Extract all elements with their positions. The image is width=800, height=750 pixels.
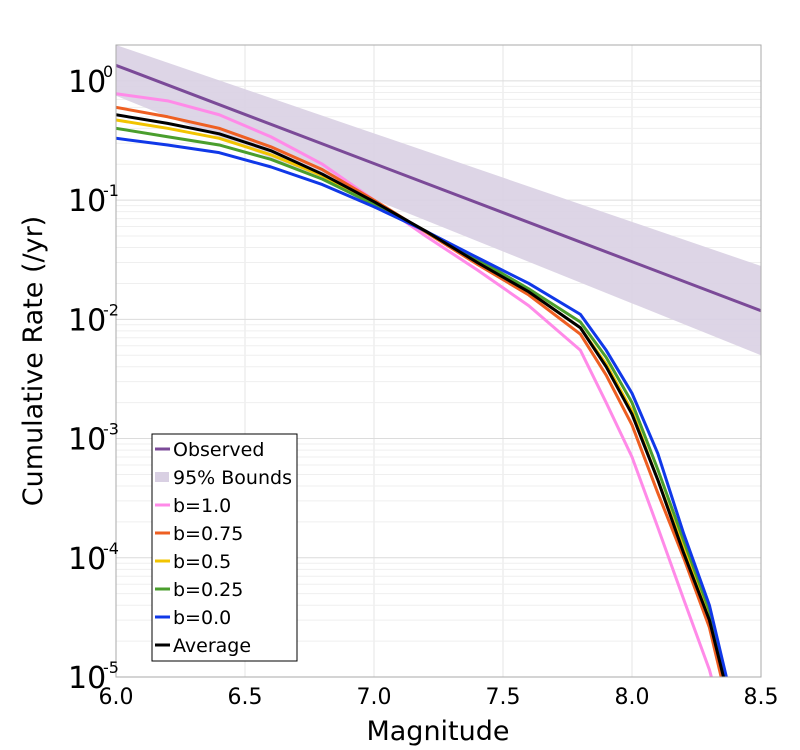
series-layer <box>116 63 761 677</box>
legend-box <box>151 433 298 662</box>
y-tick-label-4: 10-4 <box>68 539 119 577</box>
y-tick-exponent: 0 <box>103 62 113 81</box>
legend-label-average: Average <box>173 635 251 657</box>
legend-label-b-1-0: b=1.0 <box>173 495 231 517</box>
x-axis: 6.0 6.5 7.0 7.5 8.0 8.5 <box>99 685 779 710</box>
plot-frame <box>115 44 762 678</box>
y-tick-exponent: -2 <box>103 300 119 319</box>
x-axis-title: Magnitude <box>366 716 509 747</box>
x-tick-label-1: 6.5 <box>228 685 263 710</box>
y-tick-base: 10 <box>68 184 106 219</box>
band-95-bounds <box>116 45 761 356</box>
y-tick-label-3: 10-3 <box>68 420 119 458</box>
band-layer <box>116 45 761 356</box>
legend: Observed 95% Bounds b=1.0 b=0.75 b=0.5 b=0.25… <box>151 433 298 662</box>
x-tick-label-5: 8.5 <box>744 685 779 710</box>
y-tick-label-2: 10-2 <box>68 300 119 338</box>
y-tick-exponent: -5 <box>103 658 119 677</box>
y-tick-base: 10 <box>68 423 106 458</box>
y-tick-base: 10 <box>68 661 106 696</box>
y-tick-base: 10 <box>68 303 106 338</box>
legend-label-b-0-0: b=0.0 <box>173 607 231 629</box>
y-tick-label-0: 100 <box>68 62 113 100</box>
legend-swatch-95-bounds <box>155 472 169 482</box>
series-line-b-1-0 <box>116 92 713 677</box>
x-tick-label-2: 7.0 <box>357 685 392 710</box>
series-line-b-0-25 <box>116 126 727 677</box>
x-tick-label-3: 7.5 <box>486 685 521 710</box>
legend-label-observed: Observed <box>173 439 264 461</box>
y-tick-base: 10 <box>68 542 106 577</box>
legend-label-b-0-5: b=0.5 <box>173 551 231 573</box>
y-tick-label-5: 10-5 <box>68 658 119 696</box>
legend-label-b-0-75: b=0.75 <box>173 523 243 545</box>
series-line-b-0-75 <box>116 105 723 677</box>
x-tick-label-4: 8.0 <box>615 685 650 710</box>
y-tick-base: 10 <box>68 65 106 100</box>
y-tick-exponent: -3 <box>103 420 119 439</box>
legend-label-b-0-25: b=0.25 <box>173 579 243 601</box>
series-line-b-0-0 <box>116 136 728 677</box>
y-tick-label-1: 10-1 <box>68 181 119 219</box>
series-line-average <box>116 113 726 677</box>
x-tick-label-0: 6.0 <box>99 685 134 710</box>
y-axis-title: Cumulative Rate (/yr) <box>18 216 49 506</box>
series-line-observed <box>116 63 761 313</box>
legend-label-95-bounds: 95% Bounds <box>173 467 292 489</box>
y-tick-exponent: -4 <box>103 539 119 558</box>
y-tick-exponent: -1 <box>103 181 119 200</box>
